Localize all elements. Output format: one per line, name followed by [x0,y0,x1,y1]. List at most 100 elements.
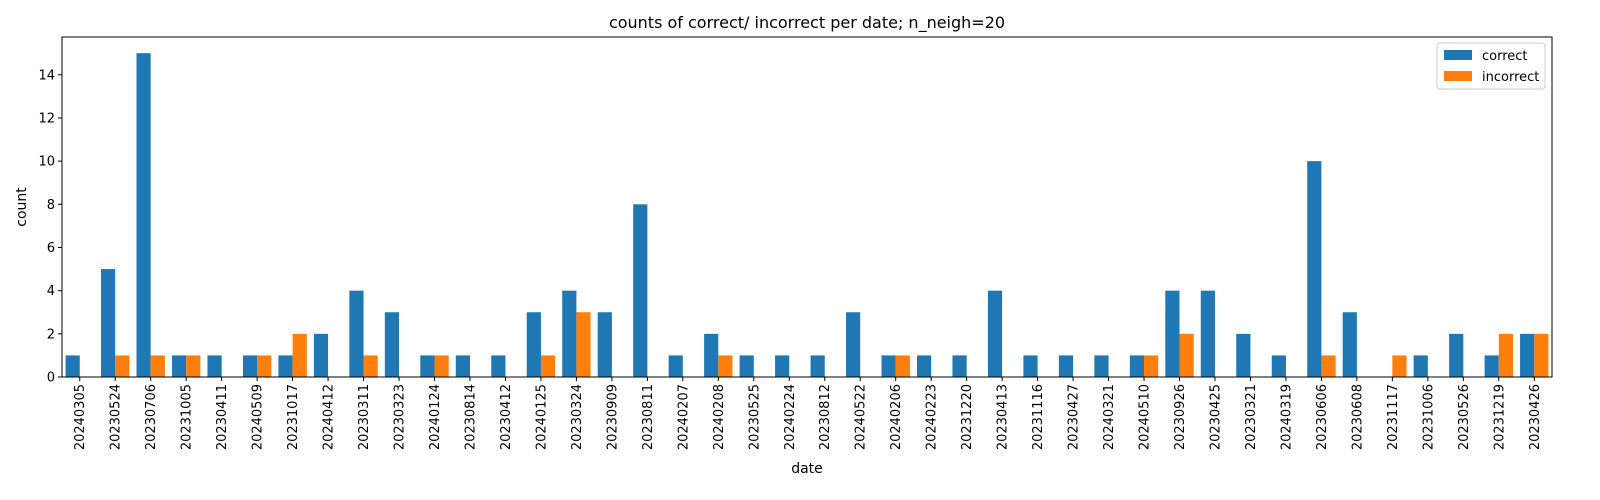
bar-incorrect-20240206 [895,355,910,377]
y-tick-label: 6 [47,241,55,256]
x-tick-label: 20230323 [393,384,408,450]
chart-title: counts of correct/ incorrect per date; n… [609,13,1005,33]
x-tick-label: 20231116 [1031,384,1046,450]
x-tick-label: 20240319 [1279,384,1294,450]
x-tick-label: 20230909 [605,384,620,450]
bar-incorrect-20231219 [1498,333,1513,377]
bar-correct-20240224 [775,355,790,377]
x-tick-label: 20230706 [144,384,159,450]
bar-incorrect-20240125 [540,355,556,377]
x-tick-label: 20230606 [1315,384,1330,450]
bar-correct-20230412 [491,355,506,377]
bar-correct-20230525 [739,355,754,377]
bar-correct-20240522 [846,312,861,377]
y-tick-label: 0 [47,371,55,386]
legend: correct incorrect [1436,42,1546,90]
bar-incorrect-20240509 [257,355,272,377]
bar-incorrect-20230311 [363,355,378,377]
bar-correct-20231017 [278,355,293,377]
x-tick-label: 20231220 [960,384,975,450]
bar-correct-20240319 [1271,355,1286,377]
x-tick-label: 20230413 [996,384,1011,450]
y-tick-label: 14 [38,68,55,83]
bar-correct-20230608 [1342,312,1357,377]
bar-correct-20230427 [1058,355,1074,377]
x-tick-label: 20230526 [1457,384,1472,450]
bar-correct-20230411 [207,355,222,377]
x-tick-label: 20231005 [180,384,195,450]
bar-correct-20240509 [242,355,258,377]
bar-incorrect-20231117 [1392,355,1407,377]
bar-incorrect-20230426 [1534,333,1549,377]
x-tick-label: 20240509 [251,384,266,450]
bar-incorrect-20240124 [434,355,449,377]
x-tick-label: 20231219 [1492,384,1507,450]
bar-correct-20230413 [987,290,1003,377]
x-tick-label: 20240522 [854,384,869,450]
bar-correct-20230526 [1449,333,1464,377]
y-tick-label: 10 [38,155,55,170]
x-tick-label: 20231017 [286,384,301,450]
y-tick-label: 8 [47,198,55,213]
plot-frame [61,36,1553,378]
bar-correct-20240412 [313,333,329,377]
x-tick-label: 20230524 [109,384,124,450]
bar-correct-20230814 [455,355,470,377]
bar-incorrect-20240208 [718,355,733,377]
bar-correct-20230606 [1307,161,1322,377]
bar-correct-20231116 [1023,355,1038,377]
bar-correct-20230706 [136,53,151,377]
bar-correct-20240223 [916,355,932,377]
x-tick-label: 20240125 [534,384,549,450]
x-tick-label: 20230412 [499,384,514,450]
bar-incorrect-20230706 [150,355,165,377]
x-tick-label: 20240223 [925,384,940,450]
bar-correct-20240125 [526,312,541,377]
y-tick-label: 4 [47,284,55,299]
bar-correct-20230812 [810,355,825,377]
bar-incorrect-20230524 [115,355,130,377]
x-tick-label: 20240510 [1138,384,1153,450]
bar-correct-20240321 [1094,355,1109,377]
bar-correct-20240207 [668,355,683,377]
x-tick-label: 20240124 [428,384,443,450]
bar-incorrect-20240510 [1144,355,1159,377]
y-axis: 0 2 4 6 8 10 12 14 [38,68,62,386]
x-tick-label: 20240224 [783,384,798,450]
x-tick-label: 20230812 [818,384,833,450]
x-tick-label: 20230425 [1208,384,1223,450]
x-tick-label: 20240412 [322,384,337,450]
legend-swatch-correct [1444,50,1472,60]
x-tick-label: 20230324 [570,384,585,450]
bar-correct-20240208 [704,333,719,377]
bar-correct-20240510 [1129,355,1145,377]
bar-correct-20230324 [562,290,577,377]
x-tick-label: 20240207 [676,384,691,450]
bar-correct-20230425 [1200,290,1215,377]
x-tick-label: 20240208 [712,384,727,450]
x-axis-label: date [791,461,823,477]
x-tick-label: 20240305 [73,384,88,450]
x-tick-label: 20231006 [1421,384,1436,450]
x-tick-label: 20240206 [889,384,904,450]
x-tick-label: 20230427 [1067,384,1082,450]
bar-correct-20240206 [881,355,896,377]
x-tick-label: 20230321 [1244,384,1259,450]
bar-correct-20230426 [1520,333,1535,377]
bar-correct-20230321 [1236,333,1251,377]
bar-incorrect-20230926 [1179,333,1194,377]
bar-incorrect-20231005 [186,355,201,377]
bar-correct-20231005 [171,355,187,377]
y-tick-label: 2 [47,327,55,342]
x-tick-label: 20240321 [1102,384,1117,450]
x-tick-label: 20230608 [1350,384,1365,450]
y-axis-label: count [14,187,30,227]
x-tick-label: 20230426 [1528,384,1543,450]
legend-label-incorrect: incorrect [1482,70,1539,85]
bar-correct-20230811 [633,204,648,377]
x-tick-label: 20230814 [463,384,478,450]
bar-correct-20230909 [597,312,612,377]
bar-correct-20231220 [952,355,967,377]
bar-correct-20231006 [1413,355,1428,377]
